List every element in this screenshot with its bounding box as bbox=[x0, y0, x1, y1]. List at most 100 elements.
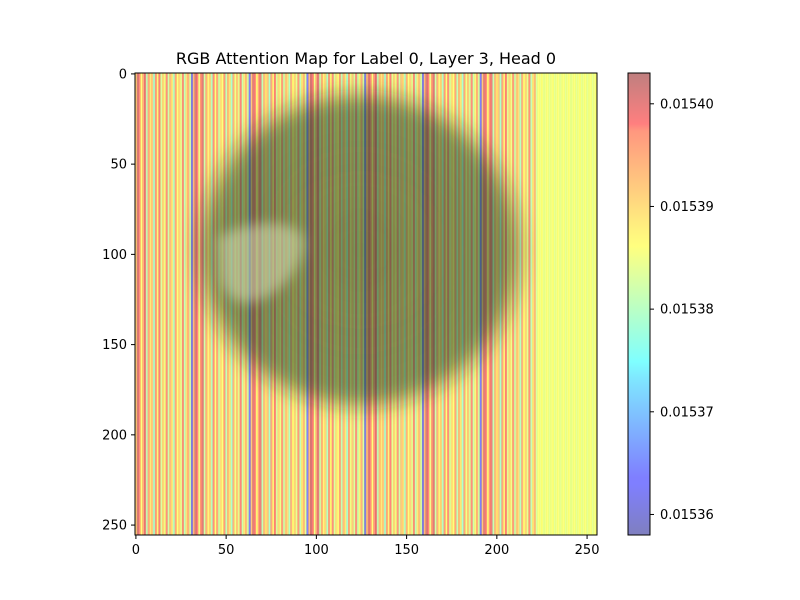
colorbar-tick-label: 0.01536 bbox=[660, 508, 714, 523]
plot-frame bbox=[134, 72, 598, 536]
heatmap-column bbox=[541, 73, 544, 535]
heatmap-column bbox=[172, 73, 176, 535]
heatmap-column bbox=[591, 73, 594, 535]
colorbar-gradient bbox=[628, 73, 650, 535]
colorbar-tick-label: 0.01540 bbox=[660, 97, 714, 112]
heatmap-column bbox=[140, 73, 143, 535]
heatmap-column bbox=[587, 73, 591, 535]
heatmap-column bbox=[535, 73, 538, 535]
heatmap-column bbox=[190, 73, 194, 535]
heatmap-column bbox=[142, 73, 145, 535]
image-highlight bbox=[218, 223, 304, 303]
heatmap-column bbox=[158, 73, 161, 535]
heatmap-column bbox=[169, 73, 172, 535]
heatmap-column bbox=[589, 73, 592, 535]
heatmap-column bbox=[145, 73, 148, 535]
x-tick-label: 0 bbox=[132, 543, 140, 558]
heatmap-column bbox=[537, 73, 540, 535]
colorbar-tick-label: 0.01538 bbox=[660, 303, 714, 318]
heatmap-column bbox=[156, 73, 159, 535]
heatmap-column bbox=[178, 73, 181, 535]
heatmap-column bbox=[147, 73, 150, 535]
heatmap-column bbox=[138, 73, 141, 535]
y-axis: 0 50 100 150 200 250 bbox=[102, 67, 135, 534]
heatmap-column bbox=[151, 73, 154, 535]
heatmap-column bbox=[539, 73, 542, 535]
heatmap-column bbox=[578, 73, 582, 535]
colorbar: 0.01536 0.01537 0.01538 0.01539 0.01540 bbox=[627, 72, 714, 536]
y-tick-label: 0 bbox=[119, 67, 127, 82]
heatmap-column bbox=[523, 73, 526, 535]
heatmap-column bbox=[544, 73, 547, 535]
y-tick-label: 50 bbox=[110, 158, 127, 173]
x-tick-label: 100 bbox=[304, 543, 329, 558]
heatmap-column bbox=[524, 73, 527, 535]
heatmap-column bbox=[532, 73, 535, 535]
heatmap-column bbox=[566, 73, 569, 535]
heatmap-column bbox=[580, 73, 583, 535]
heatmap-column bbox=[560, 73, 564, 535]
heatmap-column bbox=[171, 73, 174, 535]
colorbar-ticks: 0.01536 0.01537 0.01538 0.01539 0.01540 bbox=[650, 97, 714, 523]
heatmap-column bbox=[562, 73, 565, 535]
heatmap-column bbox=[542, 73, 545, 535]
heatmap-column bbox=[582, 73, 585, 535]
x-axis: 0 50 100 150 200 250 bbox=[132, 535, 600, 558]
x-tick-label: 50 bbox=[218, 543, 235, 558]
colorbar-frame bbox=[627, 72, 651, 536]
x-tick-label: 250 bbox=[575, 543, 600, 558]
heatmap-column bbox=[181, 73, 185, 535]
chart-title: RGB Attention Map for Label 0, Layer 3, … bbox=[176, 49, 556, 68]
heatmap-column bbox=[577, 73, 580, 535]
heatmap-column bbox=[533, 73, 536, 535]
heatmap-column bbox=[135, 73, 138, 535]
colorbar-tick-label: 0.01537 bbox=[660, 405, 714, 420]
heatmap-column bbox=[174, 73, 177, 535]
heatmap-column bbox=[189, 73, 192, 535]
heatmap-column bbox=[550, 73, 553, 535]
heatmap-column bbox=[553, 73, 556, 535]
heatmap-column bbox=[564, 73, 567, 535]
heatmap-column bbox=[593, 73, 596, 535]
underlying-image bbox=[188, 82, 532, 418]
heatmap-column bbox=[573, 73, 576, 535]
heatmap-column bbox=[575, 73, 578, 535]
heatmap-column bbox=[187, 73, 190, 535]
heatmap-column bbox=[559, 73, 562, 535]
heatmap-column bbox=[555, 73, 558, 535]
heatmap-column bbox=[154, 73, 157, 535]
y-tick-label: 200 bbox=[102, 428, 127, 443]
y-tick-label: 250 bbox=[102, 519, 127, 534]
x-tick-label: 200 bbox=[484, 543, 509, 558]
heatmap-column bbox=[183, 73, 186, 535]
heatmap-column bbox=[568, 73, 571, 535]
heatmap-column bbox=[551, 73, 554, 535]
heatmap-column bbox=[176, 73, 179, 535]
heatmap-column bbox=[595, 73, 597, 535]
y-tick-label: 150 bbox=[102, 338, 127, 353]
heatmap-column bbox=[569, 73, 573, 535]
heatmap-column bbox=[546, 73, 549, 535]
heatmap-column bbox=[136, 73, 139, 535]
heatmap-column bbox=[571, 73, 574, 535]
heatmap-column bbox=[163, 73, 166, 535]
heatmap-column bbox=[192, 73, 195, 535]
heatmap-column bbox=[530, 73, 533, 535]
y-tick-label: 100 bbox=[102, 248, 127, 263]
heatmap-column bbox=[185, 73, 188, 535]
heatmap-column bbox=[528, 73, 531, 535]
image-disc bbox=[188, 82, 532, 418]
heatmap-column bbox=[526, 73, 529, 535]
heatmap-column bbox=[160, 73, 163, 535]
heatmap-column bbox=[194, 73, 197, 535]
heatmap-column bbox=[165, 73, 168, 535]
heatmap-column bbox=[557, 73, 560, 535]
heatmap-column bbox=[144, 73, 147, 535]
heatmap-column bbox=[167, 73, 170, 535]
heatmap-column bbox=[153, 73, 156, 535]
colorbar-tick-label: 0.01539 bbox=[660, 200, 714, 215]
heatmap-column bbox=[149, 73, 152, 535]
heatmap-column bbox=[162, 73, 165, 535]
heatmap-column bbox=[584, 73, 587, 535]
